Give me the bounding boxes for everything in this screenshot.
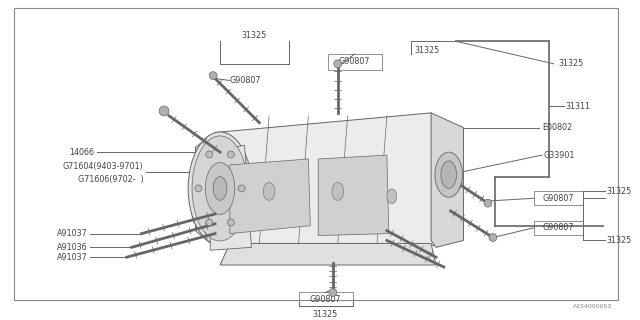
Bar <box>534 221 583 235</box>
Text: A91036: A91036 <box>57 243 88 252</box>
Text: A154000053: A154000053 <box>573 304 612 309</box>
Text: 31311: 31311 <box>566 101 591 110</box>
Ellipse shape <box>227 219 234 226</box>
Ellipse shape <box>206 219 212 226</box>
Ellipse shape <box>238 185 245 192</box>
Text: E00802: E00802 <box>542 123 572 132</box>
Ellipse shape <box>435 152 463 197</box>
Ellipse shape <box>227 151 234 158</box>
Text: 31325: 31325 <box>242 31 267 40</box>
Ellipse shape <box>213 177 227 200</box>
Text: 31325: 31325 <box>607 236 632 245</box>
Ellipse shape <box>188 132 252 245</box>
Text: G90807: G90807 <box>543 223 575 232</box>
Ellipse shape <box>263 182 275 200</box>
Text: G33901: G33901 <box>544 151 575 160</box>
Polygon shape <box>210 145 252 250</box>
Text: G90807: G90807 <box>230 76 261 85</box>
Ellipse shape <box>387 189 397 204</box>
Ellipse shape <box>195 185 202 192</box>
Text: G90807: G90807 <box>309 295 341 304</box>
Text: 31325: 31325 <box>414 46 440 55</box>
Ellipse shape <box>489 234 497 242</box>
Text: G90807: G90807 <box>339 57 371 66</box>
Text: G90807: G90807 <box>543 194 575 203</box>
Bar <box>298 292 353 306</box>
Bar <box>328 54 382 70</box>
Ellipse shape <box>192 136 248 241</box>
Text: A91037: A91037 <box>57 253 88 262</box>
Text: A91037: A91037 <box>57 229 88 238</box>
Ellipse shape <box>332 182 344 200</box>
Text: G71606(9702-  ): G71606(9702- ) <box>77 175 143 184</box>
Polygon shape <box>195 113 461 247</box>
Text: 31325: 31325 <box>312 310 338 319</box>
Text: G71604(9403-9701): G71604(9403-9701) <box>63 162 143 171</box>
Bar <box>534 191 583 205</box>
Ellipse shape <box>159 106 169 116</box>
Text: 14066: 14066 <box>69 148 95 156</box>
Polygon shape <box>230 159 310 234</box>
Polygon shape <box>318 155 389 236</box>
Ellipse shape <box>329 289 337 296</box>
Ellipse shape <box>209 72 217 79</box>
Ellipse shape <box>206 151 212 158</box>
Polygon shape <box>220 244 436 265</box>
Ellipse shape <box>205 163 235 214</box>
Ellipse shape <box>484 199 492 207</box>
Polygon shape <box>431 113 463 247</box>
Text: 31325: 31325 <box>559 59 584 68</box>
Text: 31325: 31325 <box>607 187 632 196</box>
Ellipse shape <box>441 161 456 188</box>
Ellipse shape <box>334 60 342 68</box>
